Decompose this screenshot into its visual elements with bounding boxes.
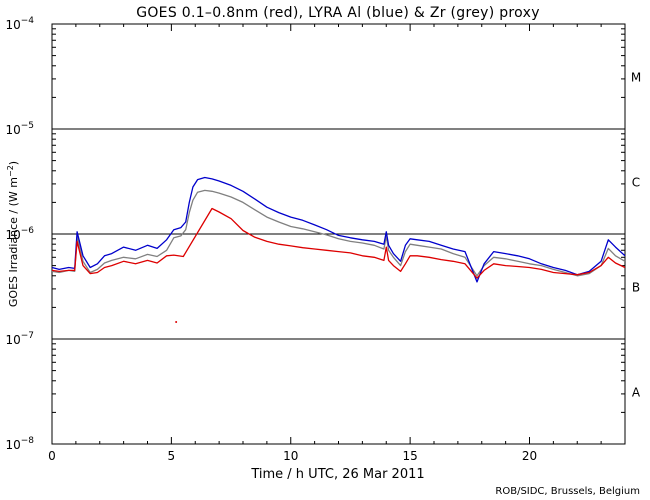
y-tick-label-0: 10−8 <box>5 436 34 452</box>
flare-class-label-b: B <box>632 281 640 295</box>
flare-class-lines <box>52 128 625 340</box>
y-tick-label-3: 10−5 <box>5 121 34 137</box>
series-line-2 <box>51 207 626 279</box>
flare-class-label-c: C <box>632 176 640 190</box>
x-tick-label-3: 15 <box>402 449 417 463</box>
chart-title: GOES 0.1–0.8nm (red), LYRA Al (blue) & Z… <box>136 5 540 21</box>
y-tick-label-2: 10−6 <box>5 226 34 242</box>
x-axis-label: Time / h UTC, 26 Mar 2011 <box>250 467 424 482</box>
credit-text: ROB/SIDC, Brussels, Belgium <box>495 486 640 497</box>
y-tick-label-1: 10−7 <box>5 331 34 347</box>
flare-class-labels: A B C M <box>631 71 641 400</box>
x-tick-label-2: 10 <box>283 449 298 463</box>
y-axis-label-sup: −2 <box>6 165 15 177</box>
x-tick-label-0: 0 <box>48 449 56 463</box>
x-tick-label-4: 20 <box>522 449 537 463</box>
y-axis-label-main: GOES Irradiance / (W m <box>7 177 20 307</box>
y-tick-label-4: 10−4 <box>5 16 34 32</box>
x-tick-label-1: 5 <box>168 449 176 463</box>
series-layer <box>51 176 626 324</box>
y-axis-ticks: 10−8 10−7 10−6 10−5 10−4 <box>5 16 625 452</box>
y-axis-label-close: ) <box>7 161 20 165</box>
x-axis-ticks: 0 5 10 15 20 <box>48 24 602 463</box>
y-axis-label: GOES Irradiance / (W m−2) <box>6 161 20 307</box>
series-line-1 <box>51 176 626 283</box>
outlier-point-0 <box>175 321 178 324</box>
series-line-0 <box>51 189 626 277</box>
flare-class-label-a: A <box>632 386 641 400</box>
flare-class-label-m: M <box>631 71 641 85</box>
